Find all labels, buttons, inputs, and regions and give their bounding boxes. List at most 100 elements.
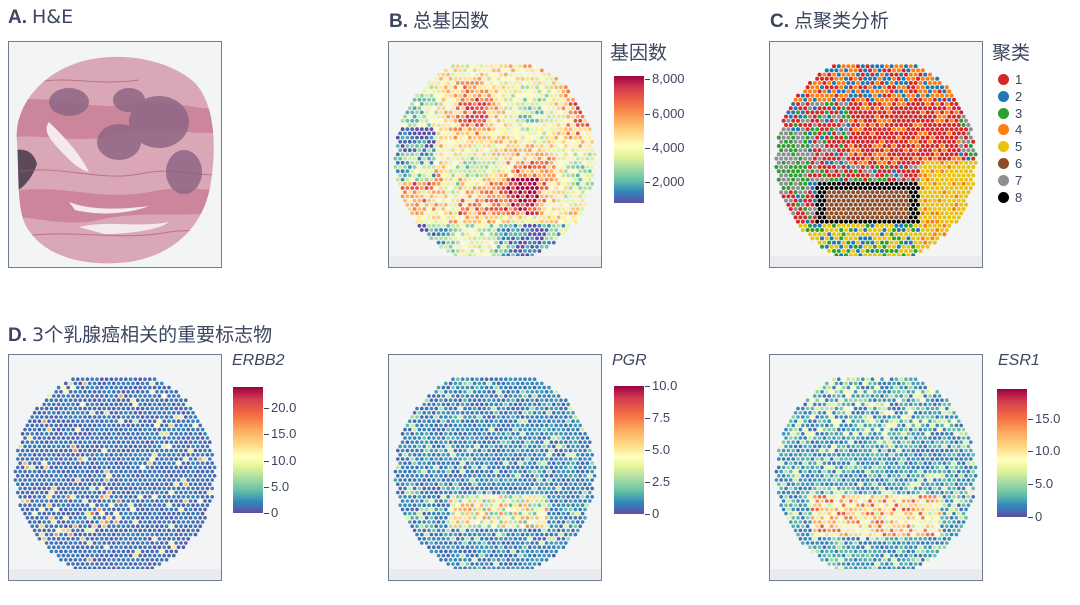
erbb2-spot-988 xyxy=(136,490,140,495)
erbb2-spot-585 xyxy=(188,448,193,453)
erbb2-spot-180 xyxy=(44,406,49,411)
gene-count-spot-494 xyxy=(520,127,525,132)
cluster-spot-888 xyxy=(810,169,815,174)
erbb2-spot-2 xyxy=(80,377,85,381)
gene-count-spot-857 xyxy=(479,165,484,169)
gene-count-spot-1107 xyxy=(503,190,508,195)
cluster-spot-1389 xyxy=(832,223,836,228)
cluster-spot-255 xyxy=(839,102,844,106)
erbb2-spot-681 xyxy=(61,461,66,465)
cluster-spot-278 xyxy=(949,102,954,106)
cluster-spot-456 xyxy=(908,123,913,127)
gene-count-spot-165 xyxy=(508,89,513,94)
cluster-spot-1527 xyxy=(824,244,829,249)
gene-count-spot-1296 xyxy=(501,211,506,216)
cluster-spot-1311 xyxy=(954,211,959,216)
gene-count-spot-1060 xyxy=(472,186,477,190)
gene-count-spot-693 xyxy=(499,148,503,153)
cluster-spot-345 xyxy=(925,110,930,115)
erbb2-spot-1335 xyxy=(138,528,142,533)
gene-count-spot-1010 xyxy=(427,181,431,186)
erbb2-spot-883 xyxy=(25,482,30,486)
cluster-spot-495 xyxy=(906,127,911,132)
cluster-spot-431 xyxy=(788,123,793,127)
cluster-spot-172 xyxy=(923,89,928,94)
gene-count-spot-633 xyxy=(405,144,410,148)
gene-count-spot-1465 xyxy=(523,232,527,237)
erbb2-spot-1365 xyxy=(116,532,121,537)
cluster-spot-957 xyxy=(947,173,952,178)
erbb2-spot-792 xyxy=(191,469,195,474)
erbb2-spot-890 xyxy=(59,482,63,486)
gene-count-spot-772 xyxy=(475,156,479,161)
erbb2-spot-415 xyxy=(136,432,140,436)
gene-count-spot-195 xyxy=(496,93,501,98)
gene-count-spot-328 xyxy=(463,110,467,115)
erbb2-spot-1276 xyxy=(200,520,205,524)
cluster-spot-746 xyxy=(935,152,940,157)
gene-count-spot-428 xyxy=(578,118,583,123)
erbb2-spot-1457 xyxy=(104,545,109,549)
erbb2-spot-1194 xyxy=(167,511,171,516)
cluster-spot-566 xyxy=(858,135,863,140)
erbb2-spot-442 xyxy=(80,436,85,440)
gene-count-spot-1460 xyxy=(499,232,503,237)
erbb2-spot-98 xyxy=(90,394,94,398)
erbb2-spot-241 xyxy=(176,411,181,415)
gene-count-spot-1163 xyxy=(583,194,587,199)
cluster-spot-1149 xyxy=(896,194,901,199)
gene-count-spot-274 xyxy=(549,102,554,106)
gene-count-spot-564 xyxy=(467,135,472,140)
gene-count-spot-1346 xyxy=(571,215,575,220)
cluster-spot-910 xyxy=(916,169,920,174)
erbb2-spot-736 xyxy=(126,465,130,470)
cluster-spot-584 xyxy=(944,135,949,140)
erbb2-spot-1012 xyxy=(56,495,61,499)
erbb2-spot-562 xyxy=(78,448,82,453)
erbb2-spot-1451 xyxy=(76,545,80,549)
gene-count-spot-1420 xyxy=(448,228,453,232)
erbb2-spot-1063 xyxy=(107,499,111,503)
gene-count-spot-245 xyxy=(410,102,415,106)
cluster-spot-697 xyxy=(899,148,904,153)
erbb2-spot-1528 xyxy=(68,558,73,562)
erbb2-spot-1238 xyxy=(198,516,202,520)
erbb2-spot-30 xyxy=(121,381,126,386)
erbb2-spot-168 xyxy=(143,402,147,407)
erbb2-spot-163 xyxy=(119,402,123,407)
gene-count-spot-138 xyxy=(525,85,530,90)
cluster-spot-573 xyxy=(892,135,896,140)
gene-count-spot-1433 xyxy=(511,228,515,232)
erbb2-spot-1162 xyxy=(198,507,202,512)
erbb2-spot-1326 xyxy=(95,528,99,533)
cluster-spot-214 xyxy=(808,97,812,102)
erbb2-spot-1533 xyxy=(92,558,97,562)
erbb2-spot-138 xyxy=(145,398,150,402)
gene-count-spot-125 xyxy=(463,85,467,90)
cluster-spot-1132 xyxy=(815,194,820,199)
cluster-spot-1038 xyxy=(942,181,947,186)
erbb2-spot-258 xyxy=(92,415,97,419)
erbb2-spot-1479 xyxy=(73,549,78,554)
erbb2-spot-1044 xyxy=(210,495,214,499)
gene-count-spot-474 xyxy=(424,127,429,132)
erbb2-spot-761 xyxy=(42,469,46,474)
erbb2-spot-141 xyxy=(160,398,164,402)
cluster-spot-1337 xyxy=(908,215,913,220)
cluster-spot-985 xyxy=(882,177,887,182)
erbb2-spot-1430 xyxy=(116,541,121,545)
cluster-spot-266 xyxy=(892,102,896,106)
erbb2-spot-695 xyxy=(128,461,133,465)
cluster-spot-875 xyxy=(947,165,952,169)
gene-count-spot-1289 xyxy=(467,211,472,216)
erbb2-spot-439 xyxy=(66,436,70,440)
gene-count-spot-171 xyxy=(537,89,542,94)
erbb2-spot-823 xyxy=(140,474,145,478)
erbb2-spot-5 xyxy=(95,377,99,381)
gene-count-spot-849 xyxy=(441,165,446,169)
cluster-spot-272 xyxy=(920,102,925,106)
cluster-spot-1328 xyxy=(865,215,870,220)
cluster-spot-77 xyxy=(882,76,887,81)
erbb2-spot-515 xyxy=(47,444,51,449)
gene-count-spot-296 xyxy=(484,106,489,111)
